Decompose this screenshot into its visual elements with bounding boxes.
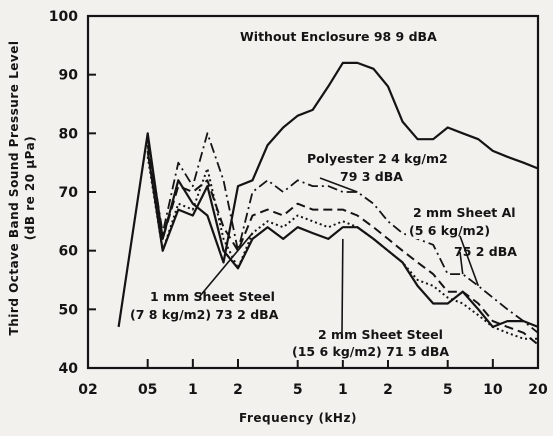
y-tick-label: 50 — [59, 302, 79, 318]
annotation-backdrop — [147, 289, 275, 305]
annotation-leader — [459, 251, 464, 275]
x-tick-label: 2 — [233, 382, 243, 398]
annotation-backdrop — [237, 29, 441, 45]
y-tick-label: 100 — [49, 9, 78, 25]
annotation-label: 2 mm Sheet Al — [413, 205, 516, 220]
x-tick-label: 5 — [293, 382, 303, 398]
y-tick-label: 70 — [59, 185, 79, 201]
annotation-label: Polyester 2 4 kg/m2 — [307, 151, 448, 166]
annotation-label: (15 6 kg/m2) 71 5 dBA — [292, 344, 449, 359]
x-tick-label: 1 — [338, 382, 348, 398]
y-tick-label: 80 — [59, 126, 79, 142]
y-axis-label: Third Octave Band Sound Pressure Level — [7, 41, 21, 336]
annotation-leader — [199, 232, 254, 297]
annotation-backdrop — [406, 223, 496, 239]
x-tick-label: 05 — [138, 382, 157, 398]
x-axis-label: Frequency (kHz) — [239, 411, 357, 425]
series-line-4 — [146, 156, 538, 340]
series-line-1 — [117, 61, 539, 328]
x-tick-label: 20 — [528, 382, 548, 398]
y-tick-label: 40 — [59, 361, 79, 377]
x-tick-label: 2 — [383, 382, 393, 398]
annotation-backdrop — [315, 327, 443, 343]
annotation-label: (7 8 kg/m2) 73 2 dBA — [130, 307, 279, 322]
annotation-label: 2 mm Sheet Steel — [318, 327, 443, 342]
series-line-2 — [146, 132, 539, 334]
annotation-leader — [459, 235, 480, 287]
annotation-label: 79 3 dBA — [340, 169, 403, 184]
x-tick-label: 1 — [188, 382, 198, 398]
series-line-5 — [146, 150, 539, 328]
y-tick-label: 90 — [59, 68, 79, 84]
x-tick-label: 10 — [483, 382, 503, 398]
annotation-leader — [341, 238, 344, 334]
y-axis-label-group: Third Octave Band Sound Pressure Level (… — [7, 41, 37, 336]
x-tick-label: 02 — [78, 382, 97, 398]
annotation-label: 1 mm Sheet Steel — [150, 289, 275, 304]
annotation-backdrop — [289, 344, 455, 360]
annotation-label: (5 6 kg/m2) — [409, 223, 490, 238]
y-tick-label: 60 — [59, 244, 79, 260]
annotation-backdrop — [304, 151, 455, 167]
annotation-label: 75 2 dBA — [454, 244, 517, 259]
annotation-leader — [319, 177, 358, 193]
annotation-backdrop — [410, 205, 515, 221]
annotation-backdrop — [337, 169, 404, 185]
annotation-backdrop — [127, 307, 285, 323]
x-tick-label: 5 — [443, 382, 453, 398]
annotation-label: Without Enclosure 98 9 dBA — [240, 29, 437, 44]
y-axis-units: (dB re 20 μPa) — [23, 136, 37, 240]
